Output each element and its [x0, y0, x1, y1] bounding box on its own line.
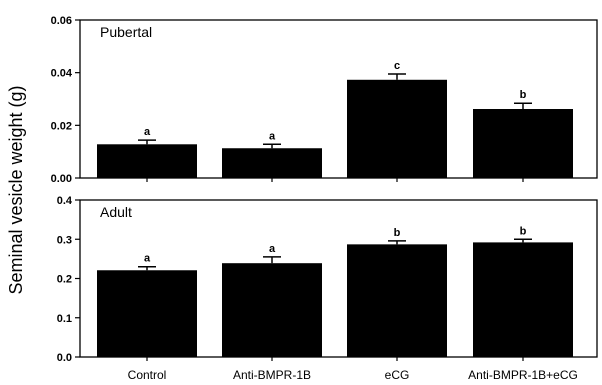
significance-label: a [144, 126, 151, 138]
y-tick-label: 0.3 [57, 234, 72, 246]
panel-title: Adult [100, 204, 132, 220]
significance-label: a [269, 243, 276, 255]
x-category-label: eCG [385, 368, 410, 382]
pubertal-panel: 0.00 0.02 0.04 0.06 Pubertal a a c b [51, 15, 598, 185]
bar-ecg [347, 79, 447, 178]
y-tick-label: 0.00 [51, 173, 72, 185]
bar-anti-bmpr-1b-ecg [473, 242, 573, 357]
x-category-label: Anti-BMPR-1B [233, 368, 311, 382]
y-tick-label: 0.1 [57, 313, 72, 325]
y-tick-label: 0.2 [57, 274, 72, 286]
panel-title: Pubertal [100, 24, 152, 40]
bar-ecg [347, 244, 447, 357]
y-axis-title: Seminal vesicle weight (g) [6, 85, 26, 294]
y-tick-label: 0.02 [51, 120, 72, 132]
bar-anti-bmpr-1b [222, 263, 322, 357]
y-tick-label: 0.0 [57, 352, 72, 364]
bar-anti-bmpr-1b [222, 148, 322, 178]
y-tick-label: 0.04 [51, 68, 73, 80]
significance-label: b [520, 225, 527, 237]
x-category-label: Anti-BMPR-1B+eCG [468, 368, 578, 382]
bar-anti-bmpr-1b-ecg [473, 109, 573, 178]
significance-label: a [144, 253, 151, 265]
y-tick-label: 0.4 [57, 195, 73, 207]
x-category-label: Control [128, 368, 167, 382]
adult-panel: 0.0 0.1 0.2 0.3 0.4 Adult a a b b Control Anti-BMPR… [57, 195, 598, 382]
significance-label: a [269, 130, 276, 142]
bar-control [97, 270, 197, 357]
significance-label: c [394, 60, 400, 72]
significance-label: b [520, 89, 527, 101]
significance-label: b [394, 227, 401, 239]
bar-control [97, 144, 197, 178]
plot-frame [79, 19, 598, 179]
y-tick-label: 0.06 [51, 15, 72, 27]
